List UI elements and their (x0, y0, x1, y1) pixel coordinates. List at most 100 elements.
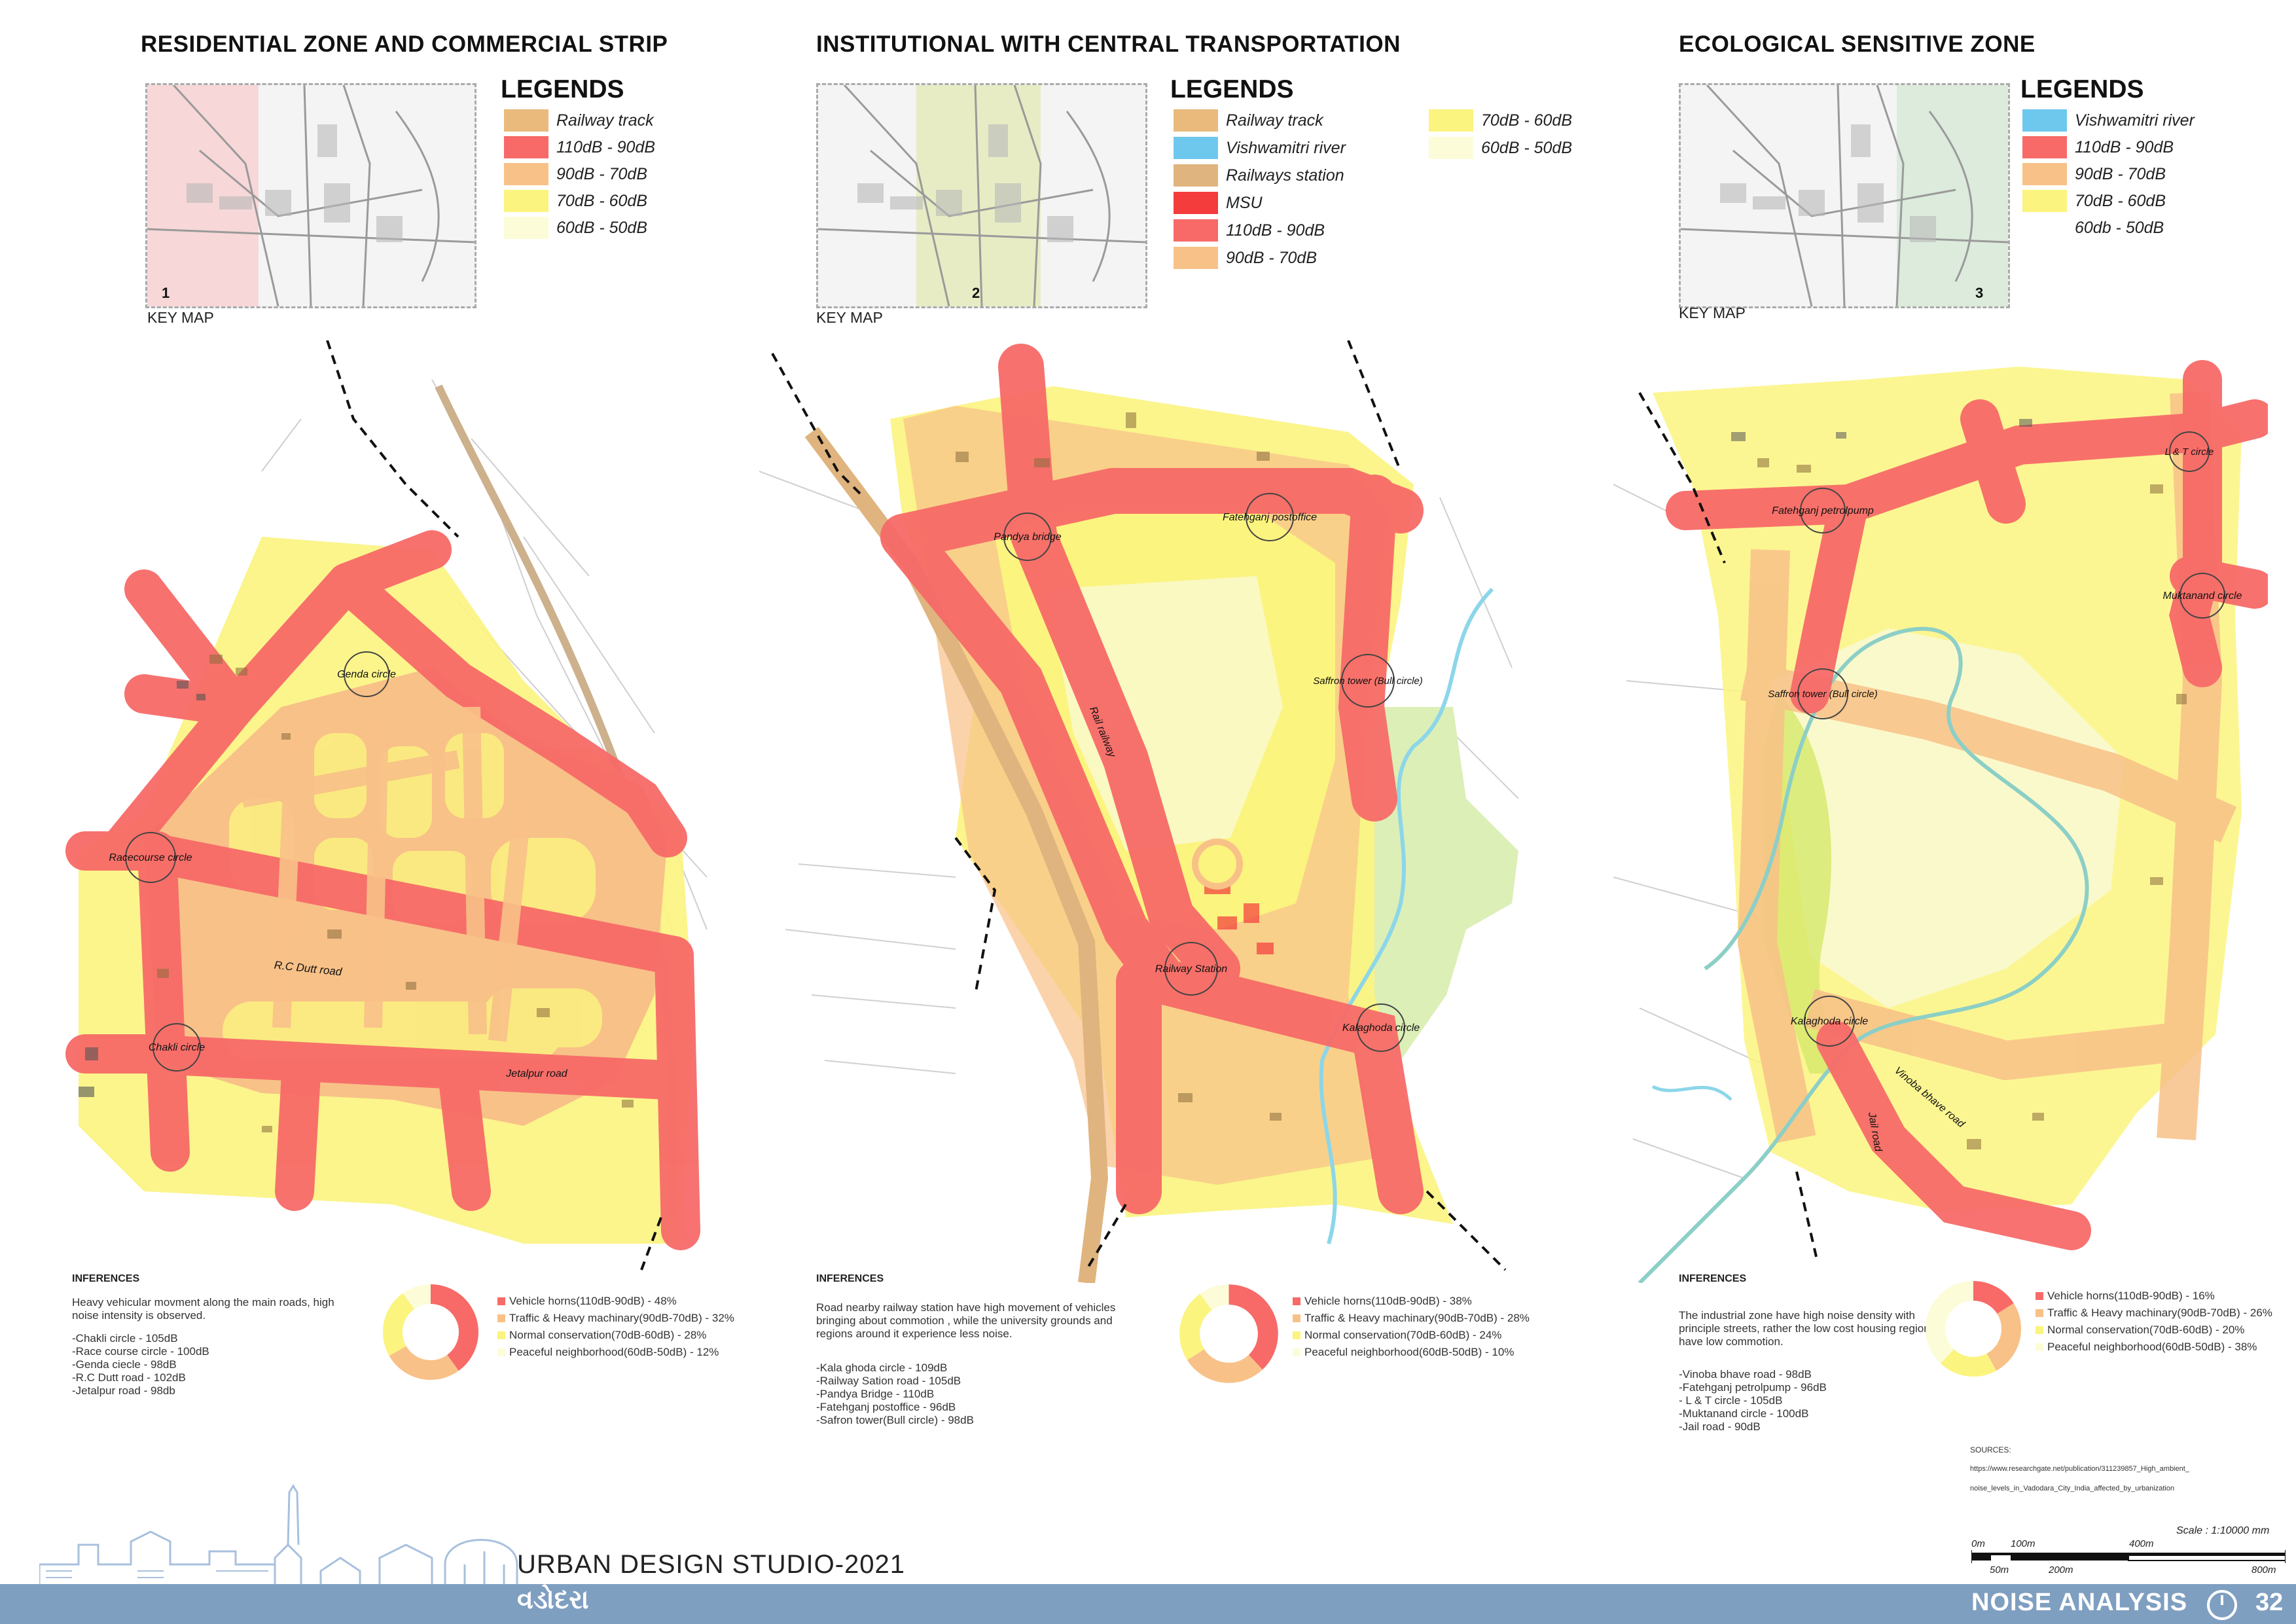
legend-item: Vishwamitri river (1174, 137, 1346, 159)
scale-tick-label: 800m (2251, 1564, 2276, 1576)
donut-legend-item: Vehicle horns(110dB-90dB) - 16% (2036, 1290, 2215, 1303)
panel-1-legend-title: LEGENDS (501, 75, 624, 103)
panel-3-legend-title: LEGENDS (2020, 75, 2144, 103)
legend-label: 110dB - 90dB (556, 137, 656, 156)
legend-item: MSU (1174, 192, 1263, 214)
map-label: Saffron tower (Bull circle) (1768, 689, 1878, 700)
donut-swatch (2036, 1343, 2043, 1351)
legend-label: Railway track (1226, 111, 1323, 130)
legend-label: 110dB - 90dB (1226, 221, 1325, 240)
donut-chart-2 (1179, 1284, 1278, 1383)
inferences-3-title: INFERENCES (1679, 1273, 1747, 1284)
map-label: Kalaghoda circle (1342, 1022, 1420, 1034)
section-title: NOISE ANALYSIS (1971, 1589, 2188, 1616)
legend-item: Railway track (1174, 109, 1323, 132)
noise-map-1-drawing: Genda circle Racecourse circle R.C Dutt … (65, 340, 708, 1271)
sources-line-2: noise_levels_in_Vadodara_City_India_affe… (1970, 1485, 2175, 1492)
inferences-2-title: INFERENCES (816, 1273, 884, 1284)
legend-label: 90dB - 70dB (1226, 248, 1317, 267)
inference-item: -Fatehganj petrolpump - 96dB (1679, 1381, 1827, 1394)
key-map-1: 1 (145, 83, 476, 308)
inference-item: -Jetalpur road - 98db (72, 1384, 175, 1397)
legend-swatch (2022, 109, 2067, 132)
legend-item: 70dB - 60dB (504, 190, 647, 212)
map-label: Kalaghoda circle (1791, 1016, 1868, 1027)
legend-swatch (1174, 109, 1218, 132)
noise-map-3-drawing: Fatehganj petrolpump L & T circle Muktan… (1613, 360, 2268, 1283)
legend-label: 70dB - 60dB (556, 191, 647, 210)
inference-item: - L & T circle - 105dB (1679, 1394, 1783, 1407)
legend-item: 110dB - 90dB (504, 136, 655, 158)
donut-legend-label: Traffic & Heavy machinary(90dB-70dB) - 2… (2047, 1307, 2272, 1319)
donut-legend-item: Traffic & Heavy machinary(90dB-70dB) - 2… (2036, 1307, 2272, 1320)
legend-swatch (2022, 136, 2067, 158)
key-map-2-drawing (818, 85, 1145, 306)
legend-label: 90dB - 70dB (2075, 164, 2166, 183)
donut-legend-item: Normal conservation(70dB-60dB) - 24% (1293, 1329, 1501, 1342)
legend-label: 110dB - 90dB (2075, 137, 2174, 156)
donut-legend-item: Peaceful neighborhood(60dB-50dB) - 10% (1293, 1346, 1514, 1359)
scale-tick-label: 200m (2049, 1564, 2073, 1576)
legend-label: 90dB - 70dB (556, 164, 647, 183)
donut-legend-item: Normal conservation(70dB-60dB) - 20% (2036, 1324, 2244, 1337)
legend-item: 110dB - 90dB (2022, 136, 2174, 158)
donut-segment (1179, 1284, 1278, 1383)
scale-bar-graphic (1971, 1550, 2286, 1563)
map-label: Fatehganj petrolpump (1772, 505, 1874, 516)
inference-item: -Genda ciecle - 98dB (72, 1358, 177, 1371)
legend-swatch (1429, 137, 1473, 159)
map-label: Fatehganj postoffice (1223, 512, 1317, 523)
clock-icon (2207, 1590, 2237, 1620)
noise-map-3: Fatehganj petrolpump L & T circle Muktan… (1613, 353, 2268, 1283)
inference-item: -Race course circle - 100dB (72, 1345, 209, 1358)
donut-swatch (2036, 1326, 2043, 1334)
skyline-illustration (39, 1484, 518, 1587)
sources-line-1: https://www.researchgate.net/publication… (1970, 1465, 2189, 1473)
key-map-3-number: 3 (1975, 285, 1984, 301)
legend-item: 60dB - 50dB (504, 217, 647, 239)
scale-tick-label: 100m (2011, 1538, 2036, 1549)
legend-label: Vishwamitri river (2075, 111, 2195, 130)
legend-swatch (1174, 137, 1218, 159)
donut-segment (383, 1284, 478, 1380)
legend-label: 70dB - 60dB (2075, 191, 2166, 210)
donut-swatch (2036, 1292, 2043, 1300)
legend-item: 90dB - 70dB (504, 163, 647, 185)
donut-legend-label: Normal conservation(70dB-60dB) - 28% (509, 1329, 707, 1341)
legend-label: 60dB - 50dB (1481, 138, 1572, 157)
inference-item: -Safron tower(Bull circle) - 98dB (816, 1414, 974, 1426)
donut-legend-item: Vehicle horns(110dB-90dB) - 38% (1293, 1295, 1472, 1308)
donut-segment (1926, 1281, 2021, 1377)
key-map-3-drawing (1681, 85, 2008, 306)
legend-item: Railways station (1174, 164, 1344, 187)
studio-name: URBAN DESIGN STUDIO-2021 (517, 1550, 906, 1579)
map-label: Railway Station (1155, 964, 1227, 975)
legend-label: MSU (1226, 193, 1263, 212)
key-map-1-number: 1 (162, 285, 170, 301)
map-label: Chakli circle (149, 1042, 205, 1053)
key-map-1-drawing (147, 85, 475, 306)
legend-swatch (504, 217, 548, 239)
donut-legend-item: Traffic & Heavy machinary(90dB-70dB) - 3… (497, 1312, 734, 1325)
inferences-1-list: -Chakli circle - 105dB -Race course circ… (72, 1332, 209, 1398)
legend-swatch (504, 136, 548, 158)
inference-item: -Kala ghoda circle - 109dB (816, 1362, 948, 1374)
map-label: L & T circle (2165, 446, 2214, 458)
donut-swatch (497, 1297, 505, 1305)
donut-legend-label: Traffic & Heavy machinary(90dB-70dB) - 3… (509, 1312, 734, 1324)
legend-swatch (1174, 192, 1218, 214)
legend-swatch (1174, 164, 1218, 187)
donut-swatch (497, 1348, 505, 1356)
key-map-3-label: KEY MAP (1679, 304, 1746, 321)
scale-tick-label: 400m (2129, 1538, 2154, 1549)
donut-segment (383, 1284, 478, 1380)
donut-legend-item: Vehicle horns(110dB-90dB) - 48% (497, 1295, 677, 1308)
donut-swatch (1293, 1314, 1300, 1322)
page-number: 32 (2255, 1589, 2284, 1616)
legend-swatch (1174, 219, 1218, 242)
donut-legend-item: Peaceful neighborhood(60dB-50dB) - 12% (497, 1346, 719, 1359)
legend-item: 90dB - 70dB (2022, 163, 2166, 185)
footer-bar (0, 1584, 2296, 1624)
donut-legend-item: Traffic & Heavy machinary(90dB-70dB) - 2… (1293, 1312, 1530, 1325)
donut-legend-item: Normal conservation(70dB-60dB) - 28% (497, 1329, 706, 1342)
